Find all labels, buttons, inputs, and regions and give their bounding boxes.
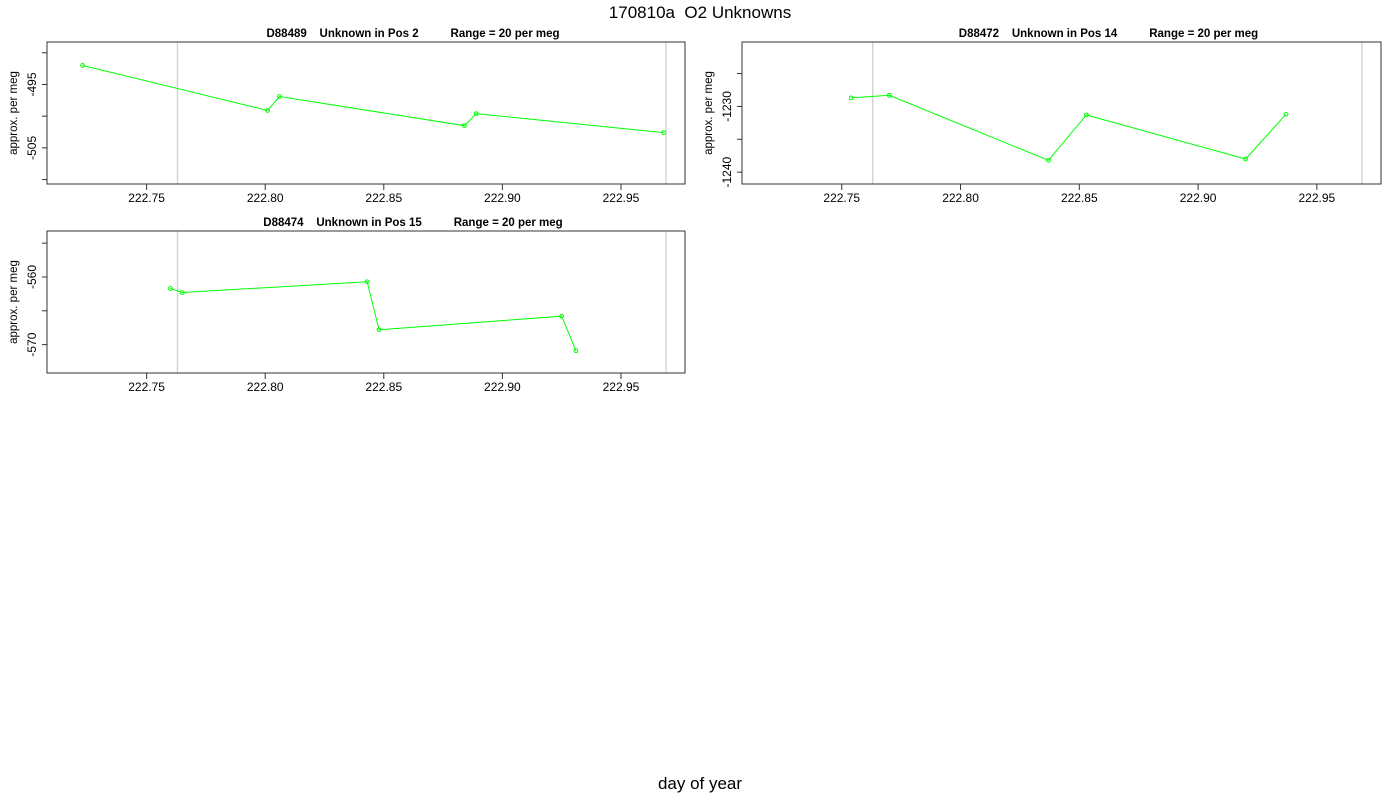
panel-title: D88472 Unknown in Pos 14 Range = 20 per … [959, 28, 1258, 40]
data-point [1283, 111, 1289, 117]
data-point [364, 279, 370, 285]
plot-frame [46, 41, 686, 185]
x-tick-label: 222.75 [128, 191, 165, 205]
data-point [80, 63, 85, 68]
x-tick-label: 222.80 [247, 191, 284, 205]
y-axis-label: approx. per meg [8, 260, 20, 344]
x-tick-label: 222.85 [365, 191, 402, 205]
x-tick-label: 222.75 [128, 380, 165, 394]
data-point [573, 348, 579, 354]
x-tick-label: 222.90 [1180, 191, 1217, 205]
data-point [1046, 157, 1051, 163]
data-point [473, 111, 479, 117]
x-tick-label: 222.80 [942, 191, 979, 205]
data-point [277, 94, 282, 99]
y-tick-label: -560 [25, 265, 39, 289]
y-tick-label: -495 [25, 72, 39, 96]
x-tick-label: 222.95 [603, 191, 640, 205]
y-tick-label: -1240 [720, 157, 734, 188]
x-axis-title: day of year [657, 774, 743, 793]
y-tick-label: -1230 [720, 91, 734, 122]
x-tick-label: 222.85 [1061, 191, 1098, 205]
plot-frame [46, 230, 686, 374]
data-point [265, 108, 270, 113]
chart-panel-2: D88472 Unknown in Pos 14 Range = 20 per … [703, 28, 1382, 205]
series-line [170, 281, 577, 351]
plot-frame [741, 41, 1382, 185]
chart-panel-1: D88489 Unknown in Pos 2 Range = 20 per m… [8, 28, 686, 205]
y-tick-label: -570 [25, 332, 39, 356]
data-point [376, 327, 382, 333]
x-tick-label: 222.95 [1299, 191, 1336, 205]
x-tick-label: 222.90 [484, 380, 521, 394]
data-point [1084, 112, 1089, 118]
y-axis-label: approx. per meg [8, 71, 20, 155]
x-tick-label: 222.85 [365, 380, 402, 394]
data-point [886, 92, 892, 98]
x-tick-label: 222.80 [247, 380, 284, 394]
series-line [82, 64, 664, 134]
data-point [1243, 156, 1248, 162]
panel-title: D88474 Unknown in Pos 15 Range = 20 per … [263, 217, 562, 229]
series-line [851, 94, 1287, 161]
data-point [848, 95, 854, 101]
panel-title: D88489 Unknown in Pos 2 Range = 20 per m… [266, 28, 559, 40]
y-axis-label: approx. per meg [703, 71, 715, 155]
data-point [559, 313, 565, 319]
data-point [661, 130, 667, 136]
y-tick-label: -505 [25, 136, 39, 160]
x-tick-label: 222.90 [484, 191, 521, 205]
x-tick-label: 222.95 [603, 380, 640, 394]
figure-title: 170810a O2 Unknowns [608, 3, 792, 22]
data-point [462, 123, 467, 129]
data-point [179, 290, 185, 295]
data-point [167, 286, 173, 291]
x-tick-label: 222.75 [823, 191, 860, 205]
chart-panel-3: D88474 Unknown in Pos 15 Range = 20 per … [8, 217, 686, 394]
